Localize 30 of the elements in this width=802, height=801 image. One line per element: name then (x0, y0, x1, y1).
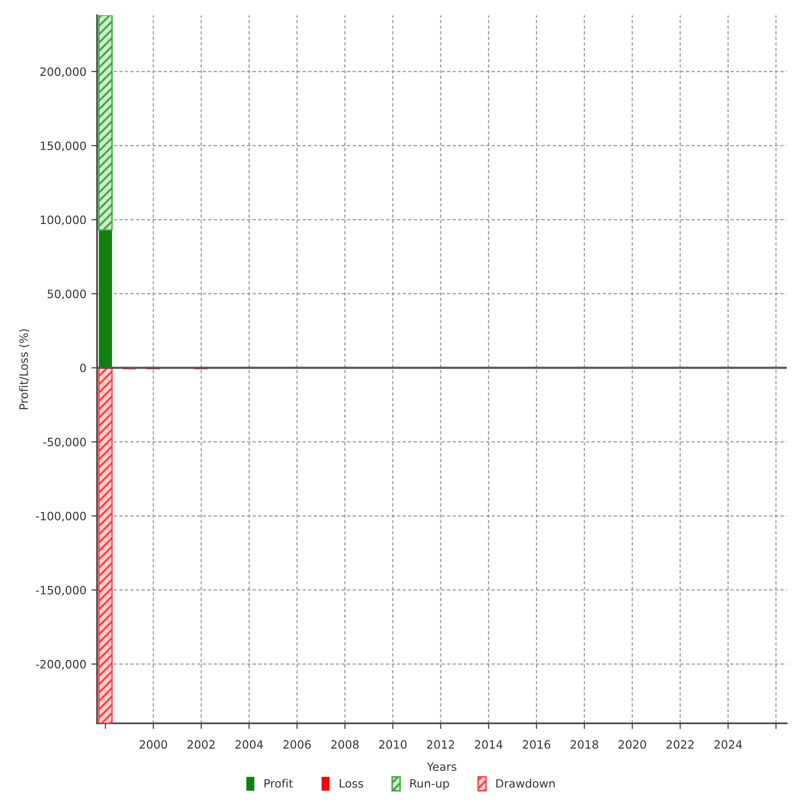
legend-label: Run-up (410, 779, 449, 790)
y-tick-label: -100,000 (36, 512, 86, 522)
x-tick-label: 2008 (331, 740, 359, 749)
y-tick-label: -150,000 (36, 586, 86, 596)
y-tick-label: 0 (80, 364, 86, 372)
x-tick-label: 2006 (283, 740, 311, 749)
x-axis-title: Years (426, 762, 456, 771)
x-tick-label: 2020 (618, 740, 646, 749)
legend-label: Profit (264, 778, 293, 788)
y-tick-label: 200,000 (40, 67, 86, 78)
x-tick-label: 2014 (474, 740, 502, 749)
bar (98, 15, 113, 231)
y-tick-label: 150,000 (40, 141, 86, 152)
legend-label: Loss (340, 779, 364, 788)
x-tick-label: 2000 (140, 740, 168, 749)
y-tick-label: 100,000 (40, 216, 86, 226)
x-tick-label: 2022 (666, 740, 694, 749)
x-tick-label: 2004 (235, 740, 263, 749)
x-tick-label: 2010 (379, 740, 407, 749)
x-tick-label: 2024 (714, 740, 742, 749)
x-tick-label: 2002 (188, 740, 215, 749)
x-tick-label: 2016 (522, 740, 550, 749)
y-tick-label: -50,000 (43, 438, 86, 448)
y-tick-label: -200,000 (36, 660, 86, 670)
y-tick-label: 50,000 (48, 290, 86, 300)
x-tick-label: 2012 (427, 740, 454, 749)
bar (98, 230, 112, 368)
legend-label: Drawdown (496, 778, 555, 788)
y-axis-title: Profit/Loss (%) (19, 329, 30, 410)
x-tick-label: 2018 (570, 740, 598, 749)
